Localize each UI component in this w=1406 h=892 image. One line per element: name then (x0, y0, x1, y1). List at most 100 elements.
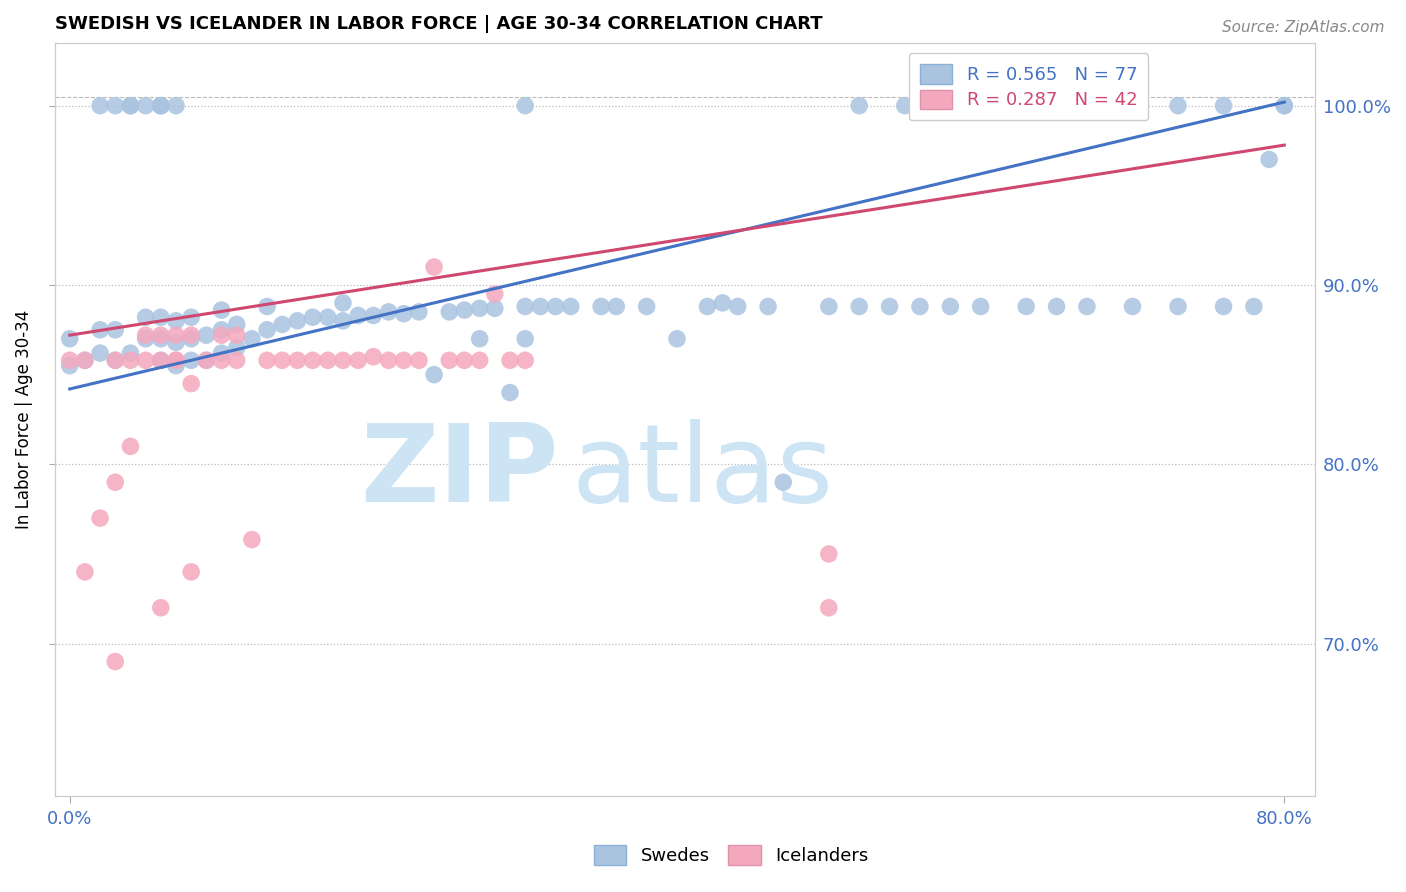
Point (211, 303, 233, 318)
Point (316, 310, 339, 325)
Point (104, 655, 127, 669)
Point (195, 328, 218, 343)
Point (104, 323, 127, 337)
Point (165, 335, 187, 350)
Point (423, 368, 446, 382)
Point (149, 310, 172, 325)
Point (1167, 300, 1189, 314)
Point (1258, 153, 1281, 167)
Point (453, 303, 475, 318)
Point (165, 359, 187, 373)
Point (180, 310, 202, 325)
Point (363, 350, 385, 364)
Point (240, 332, 263, 346)
Point (969, 300, 991, 314)
Point (332, 296, 354, 310)
Point (423, 260, 446, 274)
Point (73, 353, 96, 368)
Point (287, 353, 309, 368)
Point (180, 332, 202, 346)
Point (332, 353, 354, 368)
Point (59, 332, 82, 346)
Text: Source: ZipAtlas.com: Source: ZipAtlas.com (1222, 20, 1385, 35)
Point (636, 300, 658, 314)
Point (240, 533, 263, 547)
Point (879, 300, 901, 314)
Text: SWEDISH VS ICELANDER IN LABOR FORCE | AGE 30-34 CORRELATION CHART: SWEDISH VS ICELANDER IN LABOR FORCE | AG… (55, 15, 823, 33)
Point (89, 98, 111, 112)
Point (89, 323, 111, 337)
Point (515, 332, 537, 346)
Point (499, 353, 522, 368)
Point (1045, 300, 1067, 314)
Point (1272, 98, 1295, 112)
Point (696, 300, 718, 314)
Point (301, 310, 323, 325)
Point (544, 300, 567, 314)
Point (347, 353, 370, 368)
Point (104, 98, 127, 112)
Point (89, 511, 111, 525)
Point (666, 332, 689, 346)
Point (271, 318, 294, 332)
Point (453, 353, 475, 368)
Point (104, 353, 127, 368)
Point (211, 328, 233, 343)
Point (256, 300, 278, 314)
Point (1212, 98, 1234, 112)
Point (756, 300, 779, 314)
Point (772, 475, 794, 490)
Point (165, 328, 187, 343)
Legend: Swedes, Icelanders: Swedes, Icelanders (586, 838, 876, 872)
Point (484, 287, 506, 301)
Point (893, 98, 915, 112)
Point (408, 305, 430, 319)
Point (1243, 300, 1265, 314)
Point (439, 305, 461, 319)
Point (165, 98, 187, 112)
Point (149, 98, 172, 112)
Point (392, 353, 415, 368)
Point (515, 98, 537, 112)
Point (180, 565, 202, 579)
Point (848, 98, 870, 112)
Point (1045, 98, 1067, 112)
Point (817, 300, 839, 314)
Point (377, 305, 399, 319)
Point (180, 376, 202, 391)
Point (439, 353, 461, 368)
Point (120, 353, 142, 368)
Point (727, 300, 749, 314)
Point (817, 547, 839, 561)
Point (59, 359, 82, 373)
Point (149, 98, 172, 112)
Point (211, 353, 233, 368)
Point (1015, 98, 1038, 112)
Point (225, 328, 247, 343)
Text: atlas: atlas (571, 419, 834, 525)
Point (195, 353, 218, 368)
Point (363, 309, 385, 323)
Point (225, 318, 247, 332)
Point (908, 300, 931, 314)
Point (120, 346, 142, 360)
Point (301, 353, 323, 368)
Point (149, 353, 172, 368)
Point (468, 301, 491, 316)
Point (605, 300, 627, 314)
Point (515, 353, 537, 368)
Point (149, 98, 172, 112)
Point (316, 353, 339, 368)
Point (287, 314, 309, 328)
Point (468, 353, 491, 368)
Point (1167, 98, 1189, 112)
Point (711, 296, 734, 310)
Point (225, 353, 247, 368)
Point (1121, 300, 1143, 314)
Point (408, 353, 430, 368)
Point (332, 314, 354, 328)
Legend: R = 0.565   N = 77, R = 0.287   N = 42: R = 0.565 N = 77, R = 0.287 N = 42 (908, 54, 1149, 120)
Point (211, 346, 233, 360)
Point (468, 332, 491, 346)
Point (195, 353, 218, 368)
